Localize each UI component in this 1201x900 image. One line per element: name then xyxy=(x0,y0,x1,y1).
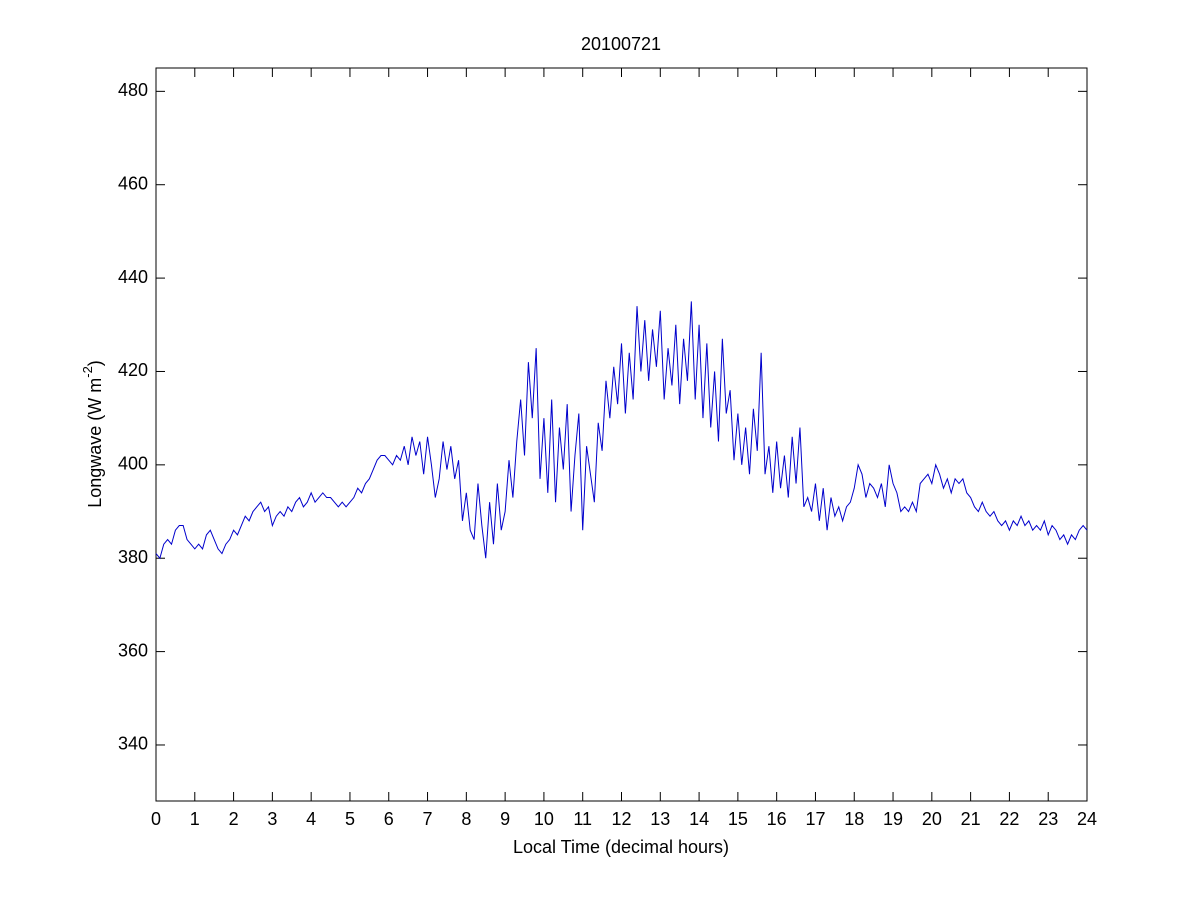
x-tick-label: 5 xyxy=(345,809,355,829)
x-tick-label: 0 xyxy=(151,809,161,829)
y-tick-label: 360 xyxy=(118,640,148,660)
y-tick-label: 440 xyxy=(118,267,148,287)
x-tick-label: 8 xyxy=(461,809,471,829)
x-axis-label: Local Time (decimal hours) xyxy=(513,837,729,857)
chart-title: 20100721 xyxy=(581,34,661,54)
x-tick-label: 15 xyxy=(728,809,748,829)
x-tick-label: 14 xyxy=(689,809,709,829)
y-axis-label-sup: -2 xyxy=(80,366,95,378)
x-tick-label: 20 xyxy=(922,809,942,829)
x-tick-label: 1 xyxy=(190,809,200,829)
data-line xyxy=(155,301,1088,560)
x-tick-label: 7 xyxy=(423,809,433,829)
y-axis-label-end: ) xyxy=(85,360,105,366)
x-tick-label: 19 xyxy=(883,809,903,829)
x-tick-label: 24 xyxy=(1077,809,1097,829)
x-tick-label: 10 xyxy=(534,809,554,829)
x-tick-label: 23 xyxy=(1038,809,1058,829)
x-tick-label: 18 xyxy=(844,809,864,829)
x-tick-label: 9 xyxy=(500,809,510,829)
y-tick-label: 380 xyxy=(118,547,148,567)
y-tick-label: 400 xyxy=(118,454,148,474)
x-tick-label: 21 xyxy=(961,809,981,829)
x-tick-label: 17 xyxy=(805,809,825,829)
x-tick-label: 4 xyxy=(306,809,316,829)
y-tick-label: 340 xyxy=(118,734,148,754)
x-tick-label: 11 xyxy=(573,809,592,829)
y-axis-label: Longwave (W m-2) xyxy=(80,360,104,508)
x-tick-label: 22 xyxy=(999,809,1019,829)
y-tick-label: 420 xyxy=(118,360,148,380)
x-tick-label: 16 xyxy=(767,809,787,829)
y-tick-label: 460 xyxy=(118,173,148,193)
y-tick-label: 480 xyxy=(118,80,148,100)
y-axis-label-main: Longwave (W m xyxy=(85,378,105,508)
x-tick-label: 3 xyxy=(267,809,277,829)
x-tick-label: 6 xyxy=(384,809,394,829)
x-tick-label: 2 xyxy=(229,809,239,829)
x-tick-label: 12 xyxy=(611,809,631,829)
x-tick-label: 13 xyxy=(650,809,670,829)
